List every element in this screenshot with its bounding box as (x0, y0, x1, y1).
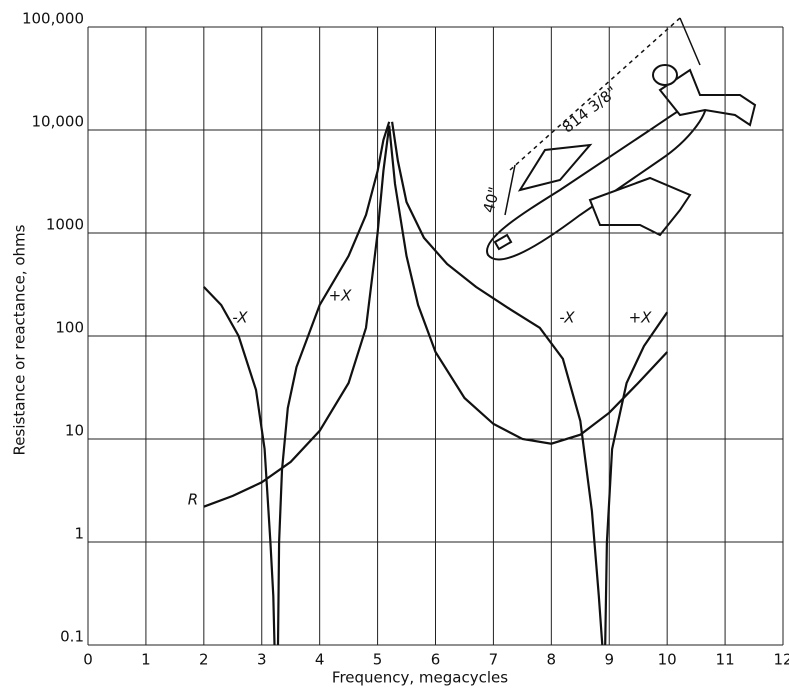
y-tick-label: 100 (55, 319, 84, 337)
y-tick-label: 0.1 (60, 628, 84, 646)
x-tick-label: 6 (431, 651, 441, 669)
curve-label: R (188, 491, 198, 509)
x-tick-label: 10 (658, 651, 677, 669)
airplane-drawing (485, 17, 757, 261)
y-tick-label: 1 (74, 525, 84, 543)
x-tick-label: 11 (716, 651, 735, 669)
x-tick-label: 8 (547, 651, 557, 669)
data-line (391, 121, 604, 646)
y-axis-label: Resistance or reactance, ohms (11, 224, 29, 455)
data-line (276, 121, 391, 646)
x-tick-label: 5 (373, 651, 383, 669)
x-tick-label: 2 (199, 651, 209, 669)
data-line (203, 125, 669, 508)
x-tick-label: 9 (604, 651, 614, 669)
y-tick-label: 1000 (46, 216, 84, 234)
curve-label: +X (329, 287, 353, 305)
data-line (604, 311, 669, 646)
x-axis-label: Frequency, megacycles (332, 669, 508, 687)
x-tick-label: 4 (315, 651, 325, 669)
y-tick-label: 10 (65, 422, 84, 440)
x-tick-label: 0 (83, 651, 93, 669)
x-tick-label: 3 (257, 651, 267, 669)
data-line (203, 286, 276, 646)
curve-label: -X (559, 309, 575, 327)
x-tick-label: 12 (773, 651, 789, 669)
y-tick-label: 10,000 (32, 113, 85, 131)
height-annotation: 40" (479, 185, 503, 215)
x-tick-label: 1 (141, 651, 151, 669)
x-tick-label: 7 (489, 651, 499, 669)
y-tick-label: 100,000 (22, 10, 84, 28)
length-annotation: 814 3/8" (559, 83, 621, 137)
curve-label: +X (629, 309, 653, 327)
curve-label: -X (232, 309, 248, 327)
